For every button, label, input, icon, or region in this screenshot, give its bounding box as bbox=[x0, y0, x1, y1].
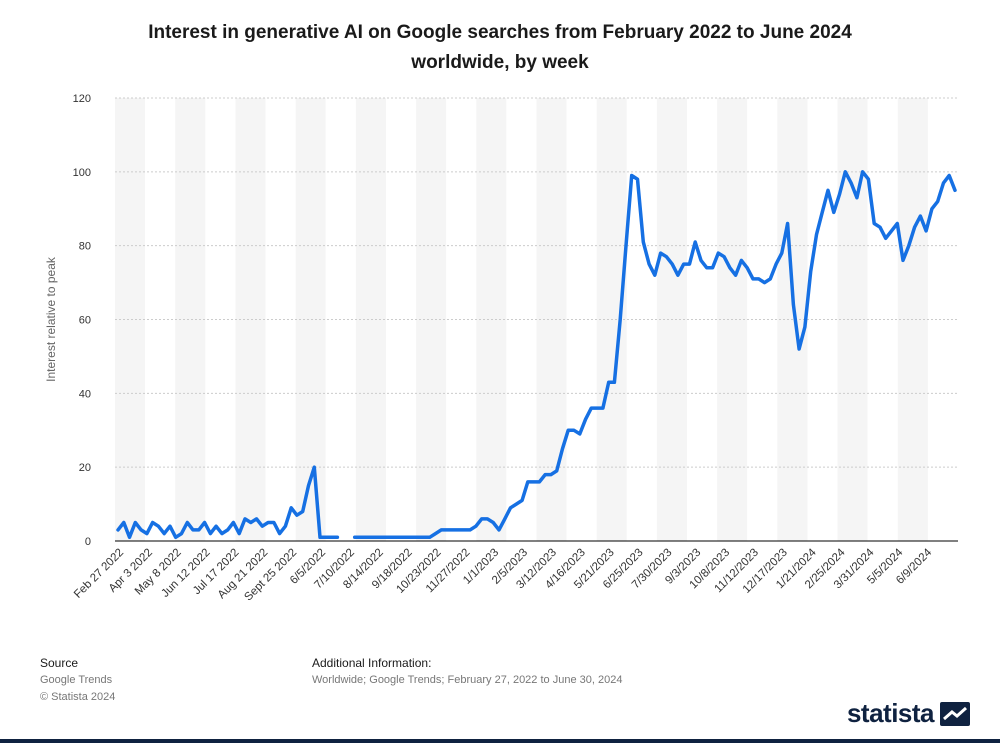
y-tick-label: 120 bbox=[73, 93, 91, 105]
y-tick-label: 0 bbox=[85, 536, 91, 548]
y-tick-label: 100 bbox=[73, 167, 91, 179]
x-tick-label: Feb 27 2022 bbox=[72, 547, 126, 601]
copyright-text: © Statista 2024 bbox=[40, 691, 116, 703]
chart-title-line-1: Interest in generative AI on Google sear… bbox=[148, 22, 852, 43]
chart-gridlines bbox=[115, 97, 958, 468]
source-label: Source bbox=[40, 656, 79, 670]
series-line-segment bbox=[116, 465, 340, 540]
series-lines bbox=[116, 170, 957, 540]
bottom-bar bbox=[0, 739, 1000, 743]
y-tick-label: 20 bbox=[79, 462, 91, 474]
chart-title: Interest in generative AI on Google sear… bbox=[0, 18, 1000, 78]
y-axis-ticks: 0 20 40 60 80 100 120 bbox=[73, 93, 91, 548]
additional-info-text: Worldwide; Google Trends; February 27, 2… bbox=[312, 674, 623, 686]
series-line-segment bbox=[352, 170, 957, 540]
additional-info-label: Additional Information: bbox=[312, 656, 432, 670]
y-tick-label: 40 bbox=[79, 388, 91, 400]
statista-brand[interactable]: statista bbox=[847, 698, 970, 729]
statista-wordmark: statista bbox=[846, 698, 935, 728]
y-tick-label: 80 bbox=[79, 241, 91, 253]
statista-logo-icon bbox=[940, 701, 970, 726]
y-tick-label: 60 bbox=[79, 315, 91, 327]
source-name: Google Trends bbox=[40, 674, 113, 686]
chart-title-line-2: worldwide, by week bbox=[411, 52, 589, 73]
y-axis-label: Interest relative to peak bbox=[44, 256, 58, 382]
